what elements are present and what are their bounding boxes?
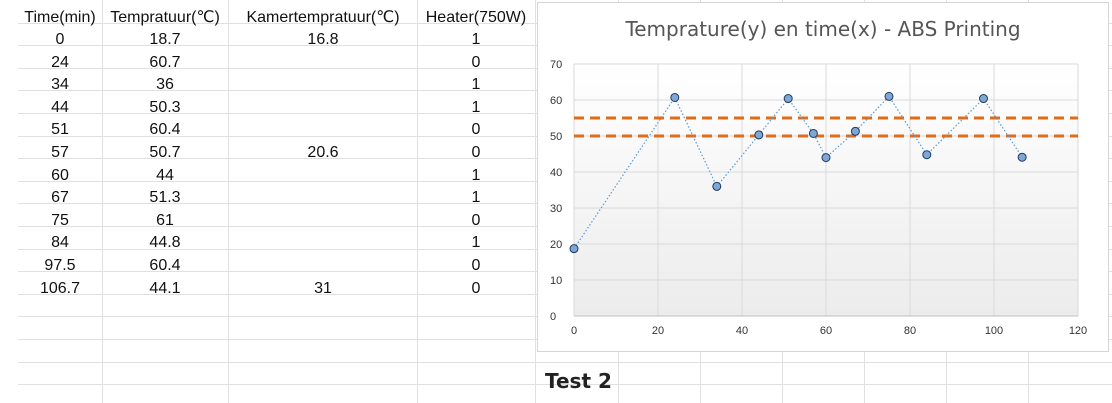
x-tick-label: 80	[904, 325, 916, 337]
chart-title: Temprature(y) en time(x) - ABS Printing	[625, 17, 1021, 41]
table-cell[interactable]: 60	[51, 167, 69, 184]
table-cell[interactable]: 75	[51, 212, 69, 229]
table-cell[interactable]: 106.7	[39, 280, 81, 297]
data-point	[821, 153, 831, 163]
grid-row-line	[18, 362, 1112, 363]
table-cell[interactable]	[263, 187, 383, 209]
table-cell[interactable]: 84	[51, 234, 69, 251]
data-point	[670, 92, 680, 102]
table-cell[interactable]: 57	[51, 144, 69, 161]
data-point	[922, 150, 932, 160]
y-tick-label: 40	[550, 167, 562, 179]
table-cell[interactable]: 16.8	[307, 31, 339, 48]
table-cell[interactable]: 61	[156, 212, 174, 229]
grid-column-line	[228, 0, 229, 403]
table-cell[interactable]	[263, 232, 383, 254]
table-cell[interactable]: 0	[55, 31, 65, 48]
column-header[interactable]: Time(min)	[24, 9, 96, 26]
data-point	[569, 244, 579, 254]
table-cell[interactable]: 34	[51, 76, 69, 93]
table-cell[interactable]: 31	[314, 280, 332, 297]
x-tick-label: 60	[820, 325, 832, 337]
table-cell[interactable]	[263, 119, 383, 141]
table-cell[interactable]: 24	[51, 54, 69, 71]
table-cell[interactable]: 44	[51, 99, 69, 116]
x-tick-label: 120	[1069, 325, 1087, 337]
x-tick-label: 40	[736, 325, 748, 337]
y-tick-label: 70	[550, 59, 562, 71]
y-tick-label: 10	[550, 275, 562, 287]
table-cell[interactable]: 60.4	[149, 121, 181, 138]
table-cell[interactable]: 20.6	[307, 144, 339, 161]
table-cell[interactable]: 1	[471, 189, 481, 206]
table-cell[interactable]: 51	[51, 121, 69, 138]
y-tick-label: 20	[550, 239, 562, 251]
table-cell[interactable]: 50.3	[149, 99, 181, 116]
table-cell[interactable]	[263, 210, 383, 232]
table-cell[interactable]: 0	[471, 257, 481, 274]
data-point	[808, 128, 818, 138]
table-cell[interactable]: 0	[471, 212, 481, 229]
grid-column-line	[535, 0, 536, 403]
table-cell[interactable]: 44	[156, 167, 174, 184]
table-cell[interactable]: 60.4	[149, 257, 181, 274]
data-point	[783, 94, 793, 104]
table-cell[interactable]	[263, 97, 383, 119]
table-cell[interactable]: 1	[471, 31, 481, 48]
table-cell[interactable]: 67	[51, 189, 69, 206]
table-cell[interactable]: 1	[471, 234, 481, 251]
grid-column-line	[102, 0, 103, 403]
data-point	[884, 91, 894, 101]
x-tick-label: 20	[652, 325, 664, 337]
table-cell[interactable]: 1	[471, 76, 481, 93]
series-line	[573, 95, 1023, 250]
table-cell[interactable]: 36	[156, 76, 174, 93]
table-cell[interactable]: 44.8	[149, 234, 181, 251]
chart-plot: 0 10 20 30 40 50 60 70 0 20 40 60 80 100 120	[550, 59, 1087, 337]
table-cell[interactable]: 1	[471, 99, 481, 116]
table-cell[interactable]: 0	[471, 280, 481, 297]
table-cell[interactable]: 60.7	[149, 54, 181, 71]
x-tick-label: 0	[571, 325, 577, 337]
table-cell[interactable]: 18.7	[149, 31, 181, 48]
table-cell[interactable]	[263, 52, 383, 74]
data-point	[850, 126, 860, 136]
column-header[interactable]: Tempratuur(℃)	[110, 9, 220, 26]
column-header[interactable]: Kamertempratuur(℃)	[246, 9, 400, 26]
table-cell[interactable]	[263, 165, 383, 187]
y-tick-label: 0	[550, 311, 556, 323]
table-cell[interactable]	[263, 255, 383, 277]
x-tick-label: 100	[985, 325, 1003, 337]
table-cell[interactable]	[263, 74, 383, 96]
data-point	[979, 94, 988, 104]
data-point	[754, 130, 764, 140]
y-tick-label: 50	[550, 131, 562, 143]
test-label: Test 2	[545, 369, 612, 393]
data-point	[712, 181, 722, 191]
table-cell[interactable]: 0	[471, 54, 481, 71]
y-tick-label: 30	[550, 203, 562, 215]
table-cell[interactable]: 97.5	[44, 257, 76, 274]
table-cell[interactable]: 50.7	[149, 144, 181, 161]
table-cell[interactable]: 44.1	[149, 280, 181, 297]
grid-row-line	[18, 384, 1112, 385]
y-tick-label: 60	[550, 95, 562, 107]
column-header[interactable]: Heater(750W)	[425, 9, 527, 26]
table-cell[interactable]: 51.3	[149, 189, 181, 206]
table-cell[interactable]: 1	[471, 167, 481, 184]
temperature-chart[interactable]: Temprature(y) en time(x) - ABS Printing …	[537, 2, 1109, 352]
data-point	[1017, 152, 1027, 162]
table-cell[interactable]: 0	[471, 121, 481, 138]
grid-column-line	[417, 0, 418, 403]
table-cell[interactable]: 0	[471, 144, 481, 161]
